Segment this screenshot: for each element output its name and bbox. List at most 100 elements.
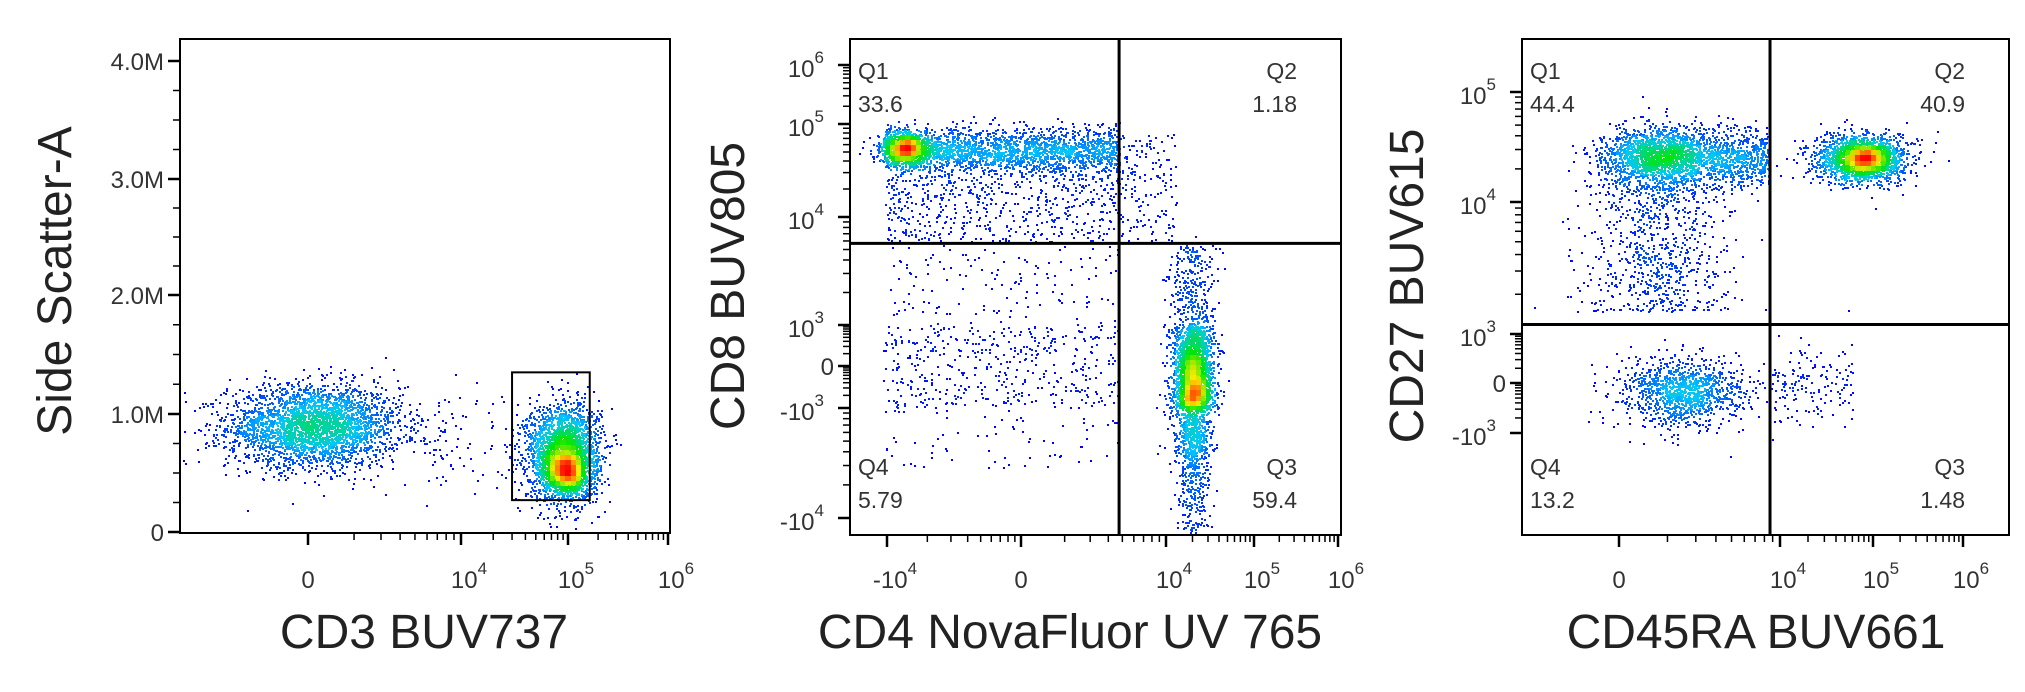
event-dot: [591, 452, 593, 454]
event-dot: [330, 366, 332, 368]
event-dot: [315, 438, 317, 440]
event-dot: [389, 455, 391, 457]
event-dot: [583, 463, 585, 465]
event-dot: [564, 416, 566, 418]
event-dot: [295, 437, 297, 439]
event-dot: [533, 460, 535, 462]
event-dot: [280, 416, 282, 418]
event-dot: [262, 384, 264, 386]
event-dot: [353, 483, 355, 485]
event-dot: [519, 427, 521, 429]
event-dot: [348, 397, 350, 399]
event-dot: [328, 422, 330, 424]
event-dot: [415, 432, 417, 434]
event-dot: [556, 432, 558, 434]
event-dot: [536, 497, 538, 499]
event-dot: [329, 463, 331, 465]
event-dot: [586, 485, 588, 487]
event-dot: [319, 421, 321, 423]
event-dot: [587, 438, 589, 440]
event-dot: [560, 493, 562, 495]
event-dot: [278, 446, 280, 448]
event-dot: [576, 510, 578, 512]
event-dot: [279, 472, 281, 474]
event-dot: [590, 426, 592, 428]
event-dot: [604, 481, 606, 483]
event-dot: [327, 385, 329, 387]
event-dot: [599, 459, 601, 461]
event-dot: [318, 429, 320, 431]
event-dot: [321, 422, 323, 424]
event-dot: [288, 437, 290, 439]
event-dot: [536, 465, 538, 467]
event-dot: [549, 498, 551, 500]
event-dot: [311, 385, 313, 387]
event-dot: [362, 432, 364, 434]
event-dot: [335, 404, 337, 406]
event-dot: [248, 391, 250, 393]
event-dot: [578, 494, 580, 496]
event-dot: [253, 444, 255, 446]
event-dot: [253, 430, 255, 432]
event-dot: [540, 419, 542, 421]
event-dot: [332, 423, 334, 425]
event-dot: [540, 474, 542, 476]
event-dot: [549, 408, 551, 410]
event-dot: [444, 399, 446, 401]
event-dot: [581, 397, 583, 399]
event-dot: [205, 403, 207, 405]
event-dot: [570, 498, 572, 500]
event-dot: [385, 494, 387, 496]
event-dot: [331, 478, 333, 480]
event-dot: [338, 454, 340, 456]
event-dot: [269, 437, 271, 439]
event-dot: [399, 420, 401, 422]
event-dot: [582, 406, 584, 408]
event-dot: [324, 377, 326, 379]
event-dot: [463, 465, 465, 467]
event-dot: [396, 444, 398, 446]
event-dot: [382, 426, 384, 428]
event-dot: [275, 422, 277, 424]
event-dot: [395, 407, 397, 409]
event-dot: [293, 442, 295, 444]
event-dot: [332, 439, 334, 441]
event-dot: [373, 414, 375, 416]
event-dot: [252, 420, 254, 422]
event-dot: [309, 410, 311, 412]
event-dot: [371, 407, 373, 409]
event-dot: [274, 398, 276, 400]
event-dot: [347, 389, 349, 391]
event-dot: [539, 482, 541, 484]
event-dot: [255, 440, 257, 442]
event-dot: [380, 414, 382, 416]
event-dot: [247, 423, 249, 425]
event-dot: [515, 498, 517, 500]
event-dot: [534, 429, 536, 431]
event-dot: [304, 469, 306, 471]
event-dot: [392, 461, 394, 463]
event-dot: [341, 425, 343, 427]
event-dot: [585, 496, 587, 498]
event-dot: [281, 393, 283, 395]
event-dot: [315, 431, 317, 433]
event-dot: [577, 505, 579, 507]
event-dot: [344, 430, 346, 432]
event-dot: [344, 409, 346, 411]
event-dot: [551, 386, 553, 388]
event-dot: [548, 417, 550, 419]
event-dot: [375, 396, 377, 398]
event-dot: [531, 412, 533, 414]
event-dot: [325, 448, 327, 450]
event-dot: [424, 452, 426, 454]
event-dot: [355, 451, 357, 453]
event-dot: [365, 431, 367, 433]
event-dot: [387, 415, 389, 417]
event-dot: [339, 462, 341, 464]
event-dot: [345, 450, 347, 452]
event-dot: [386, 428, 388, 430]
event-dot: [298, 389, 300, 391]
event-dot: [600, 432, 602, 434]
event-dot: [601, 455, 603, 457]
